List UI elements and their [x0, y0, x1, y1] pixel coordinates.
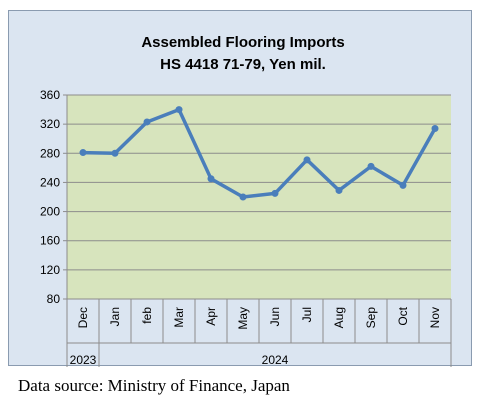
y-tick-label: 360 — [40, 88, 60, 102]
chart-frame: Assembled Flooring Imports HS 4418 71-79… — [8, 10, 472, 367]
x-tick-label: Jan — [108, 307, 122, 326]
x-tick-label: Dec — [76, 307, 90, 328]
data-point — [399, 181, 407, 189]
y-tick-label: 80 — [47, 292, 61, 306]
data-point — [79, 149, 87, 157]
y-tick-label: 120 — [40, 263, 60, 277]
y-tick-label: 280 — [40, 146, 60, 160]
year-group-labels: 2023 2024 — [70, 353, 289, 367]
data-point — [367, 162, 375, 170]
x-tick-label: Nov — [428, 307, 442, 328]
y-tick-label: 200 — [40, 205, 60, 219]
x-tick-label: Jun — [268, 307, 282, 326]
chart-title-line1: Assembled Flooring Imports — [141, 34, 344, 51]
x-tick-label: Sep — [364, 307, 378, 329]
data-point — [431, 125, 439, 133]
x-tick-label: May — [236, 307, 250, 330]
chart-svg: Assembled Flooring Imports HS 4418 71-79… — [40, 34, 452, 367]
x-tick-label: feb — [140, 307, 154, 324]
data-source-note: Data source: Ministry of Finance, Japan — [18, 376, 290, 395]
data-point — [143, 118, 151, 126]
data-point — [175, 106, 183, 114]
x-tick-label: Aug — [332, 307, 346, 328]
x-tick-label: Oct — [396, 306, 410, 325]
y-tick-labels: 80 120 160 200 240 280 320 360 — [40, 88, 60, 306]
grid-layer — [67, 94, 451, 300]
x-tick-label: Jul — [300, 307, 314, 322]
data-point — [335, 186, 343, 194]
chart-title-line2: HS 4418 71-79, Yen mil. — [160, 56, 326, 73]
plot-area — [67, 95, 451, 299]
y-tick-label: 320 — [40, 117, 60, 131]
y-tick-label: 160 — [40, 234, 60, 248]
year-label: 2023 — [70, 353, 97, 367]
y-tick-label: 240 — [40, 175, 60, 189]
data-point — [111, 149, 119, 157]
series-line — [81, 107, 437, 199]
axis-layer — [63, 94, 452, 367]
data-point — [239, 193, 247, 201]
data-point — [303, 156, 311, 164]
x-tick-labels: Dec Jan feb Mar Apr May Jun Jul Aug Sep Oct Nov — [76, 306, 442, 329]
data-point — [271, 189, 279, 197]
series-layer — [79, 106, 439, 201]
year-label: 2024 — [262, 353, 289, 367]
data-point — [207, 175, 215, 183]
x-tick-label: Apr — [204, 307, 218, 326]
x-tick-label: Mar — [172, 307, 186, 328]
